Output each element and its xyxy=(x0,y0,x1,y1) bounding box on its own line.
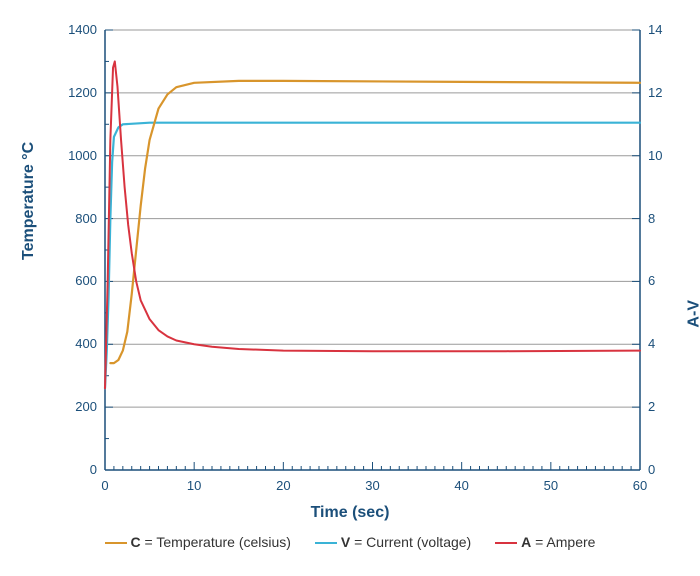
legend-item-ampere: A = Ampere xyxy=(495,534,595,550)
tick-label: 12 xyxy=(648,85,662,100)
tick-label: 800 xyxy=(75,211,97,226)
legend-label-voltage: = Current (voltage) xyxy=(350,534,471,550)
tick-label: 200 xyxy=(75,399,97,414)
legend-label-temperature: = Temperature (celsius) xyxy=(141,534,291,550)
tick-label: 600 xyxy=(75,273,97,288)
tick-label: 40 xyxy=(447,478,477,493)
legend-swatch-temperature xyxy=(105,542,127,544)
tick-label: 14 xyxy=(648,22,662,37)
chart-container: Temperature °C A-V Time (sec) C = Temper… xyxy=(0,0,700,576)
tick-label: 30 xyxy=(358,478,388,493)
legend-swatch-voltage xyxy=(315,542,337,544)
legend-letter-temperature: C xyxy=(131,534,141,550)
tick-label: 50 xyxy=(536,478,566,493)
legend-label-ampere: = Ampere xyxy=(531,534,595,550)
legend-letter-voltage: V xyxy=(341,534,350,550)
tick-label: 0 xyxy=(648,462,655,477)
y-left-axis-title: Temperature °C xyxy=(20,142,38,260)
tick-label: 0 xyxy=(90,478,120,493)
tick-label: 10 xyxy=(179,478,209,493)
tick-label: 60 xyxy=(625,478,655,493)
tick-label: 6 xyxy=(648,273,655,288)
tick-label: 10 xyxy=(648,148,662,163)
tick-label: 400 xyxy=(75,336,97,351)
x-axis-title: Time (sec) xyxy=(0,504,700,522)
legend-item-voltage: V = Current (voltage) xyxy=(315,534,475,550)
tick-label: 1000 xyxy=(68,148,97,163)
tick-label: 1200 xyxy=(68,85,97,100)
tick-label: 8 xyxy=(648,211,655,226)
legend: C = Temperature (celsius) V = Current (v… xyxy=(0,534,700,550)
legend-letter-ampere: A xyxy=(521,534,531,550)
legend-item-temperature: C = Temperature (celsius) xyxy=(105,534,295,550)
tick-label: 20 xyxy=(268,478,298,493)
tick-label: 4 xyxy=(648,336,655,351)
legend-swatch-ampere xyxy=(495,542,517,544)
tick-label: 1400 xyxy=(68,22,97,37)
y-right-axis-title: A-V xyxy=(686,300,700,328)
tick-label: 2 xyxy=(648,399,655,414)
tick-label: 0 xyxy=(90,462,97,477)
